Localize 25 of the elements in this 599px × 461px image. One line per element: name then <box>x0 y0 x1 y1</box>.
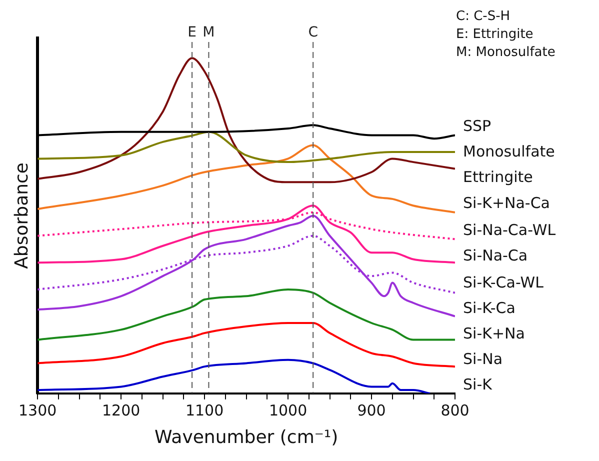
series-label: Si-Na-Ca <box>463 246 528 265</box>
x-tick-label: 800 <box>440 401 470 420</box>
series-label: Si-K+Na-Ca <box>463 194 550 212</box>
series-label: Si-K-Ca-WL <box>463 273 544 292</box>
series-label: Si-K+Na <box>463 324 525 342</box>
x-tick-label: 900 <box>357 401 386 420</box>
text: Si-K <box>463 375 494 394</box>
series-label: Si-K-Ca <box>463 298 516 317</box>
x-tick-label: 1100 <box>185 401 224 420</box>
ref-line-label: E <box>188 24 196 41</box>
x-axis-title: Wavenumber (cm⁻¹) <box>154 426 338 448</box>
y-axis-title: Absorbance <box>11 162 32 269</box>
ref-line-label: C <box>308 24 318 41</box>
series-label: Ettringite <box>463 168 533 186</box>
series-label: Si-Na <box>463 350 503 368</box>
x-tick-label: 1000 <box>268 401 308 420</box>
x-tick-label: 1200 <box>102 401 140 420</box>
text: M: Monosulfate <box>456 44 556 60</box>
series-label: Si-Na-Ca-WL <box>463 221 556 240</box>
series-label: Monosulfate <box>463 142 555 161</box>
text: E: Ettringite <box>456 26 534 42</box>
text: C: C-S-H <box>456 8 510 24</box>
series-label: SSP <box>463 117 492 136</box>
x-tick-label: 1300 <box>18 401 57 420</box>
ref-line-label: M <box>202 24 215 41</box>
